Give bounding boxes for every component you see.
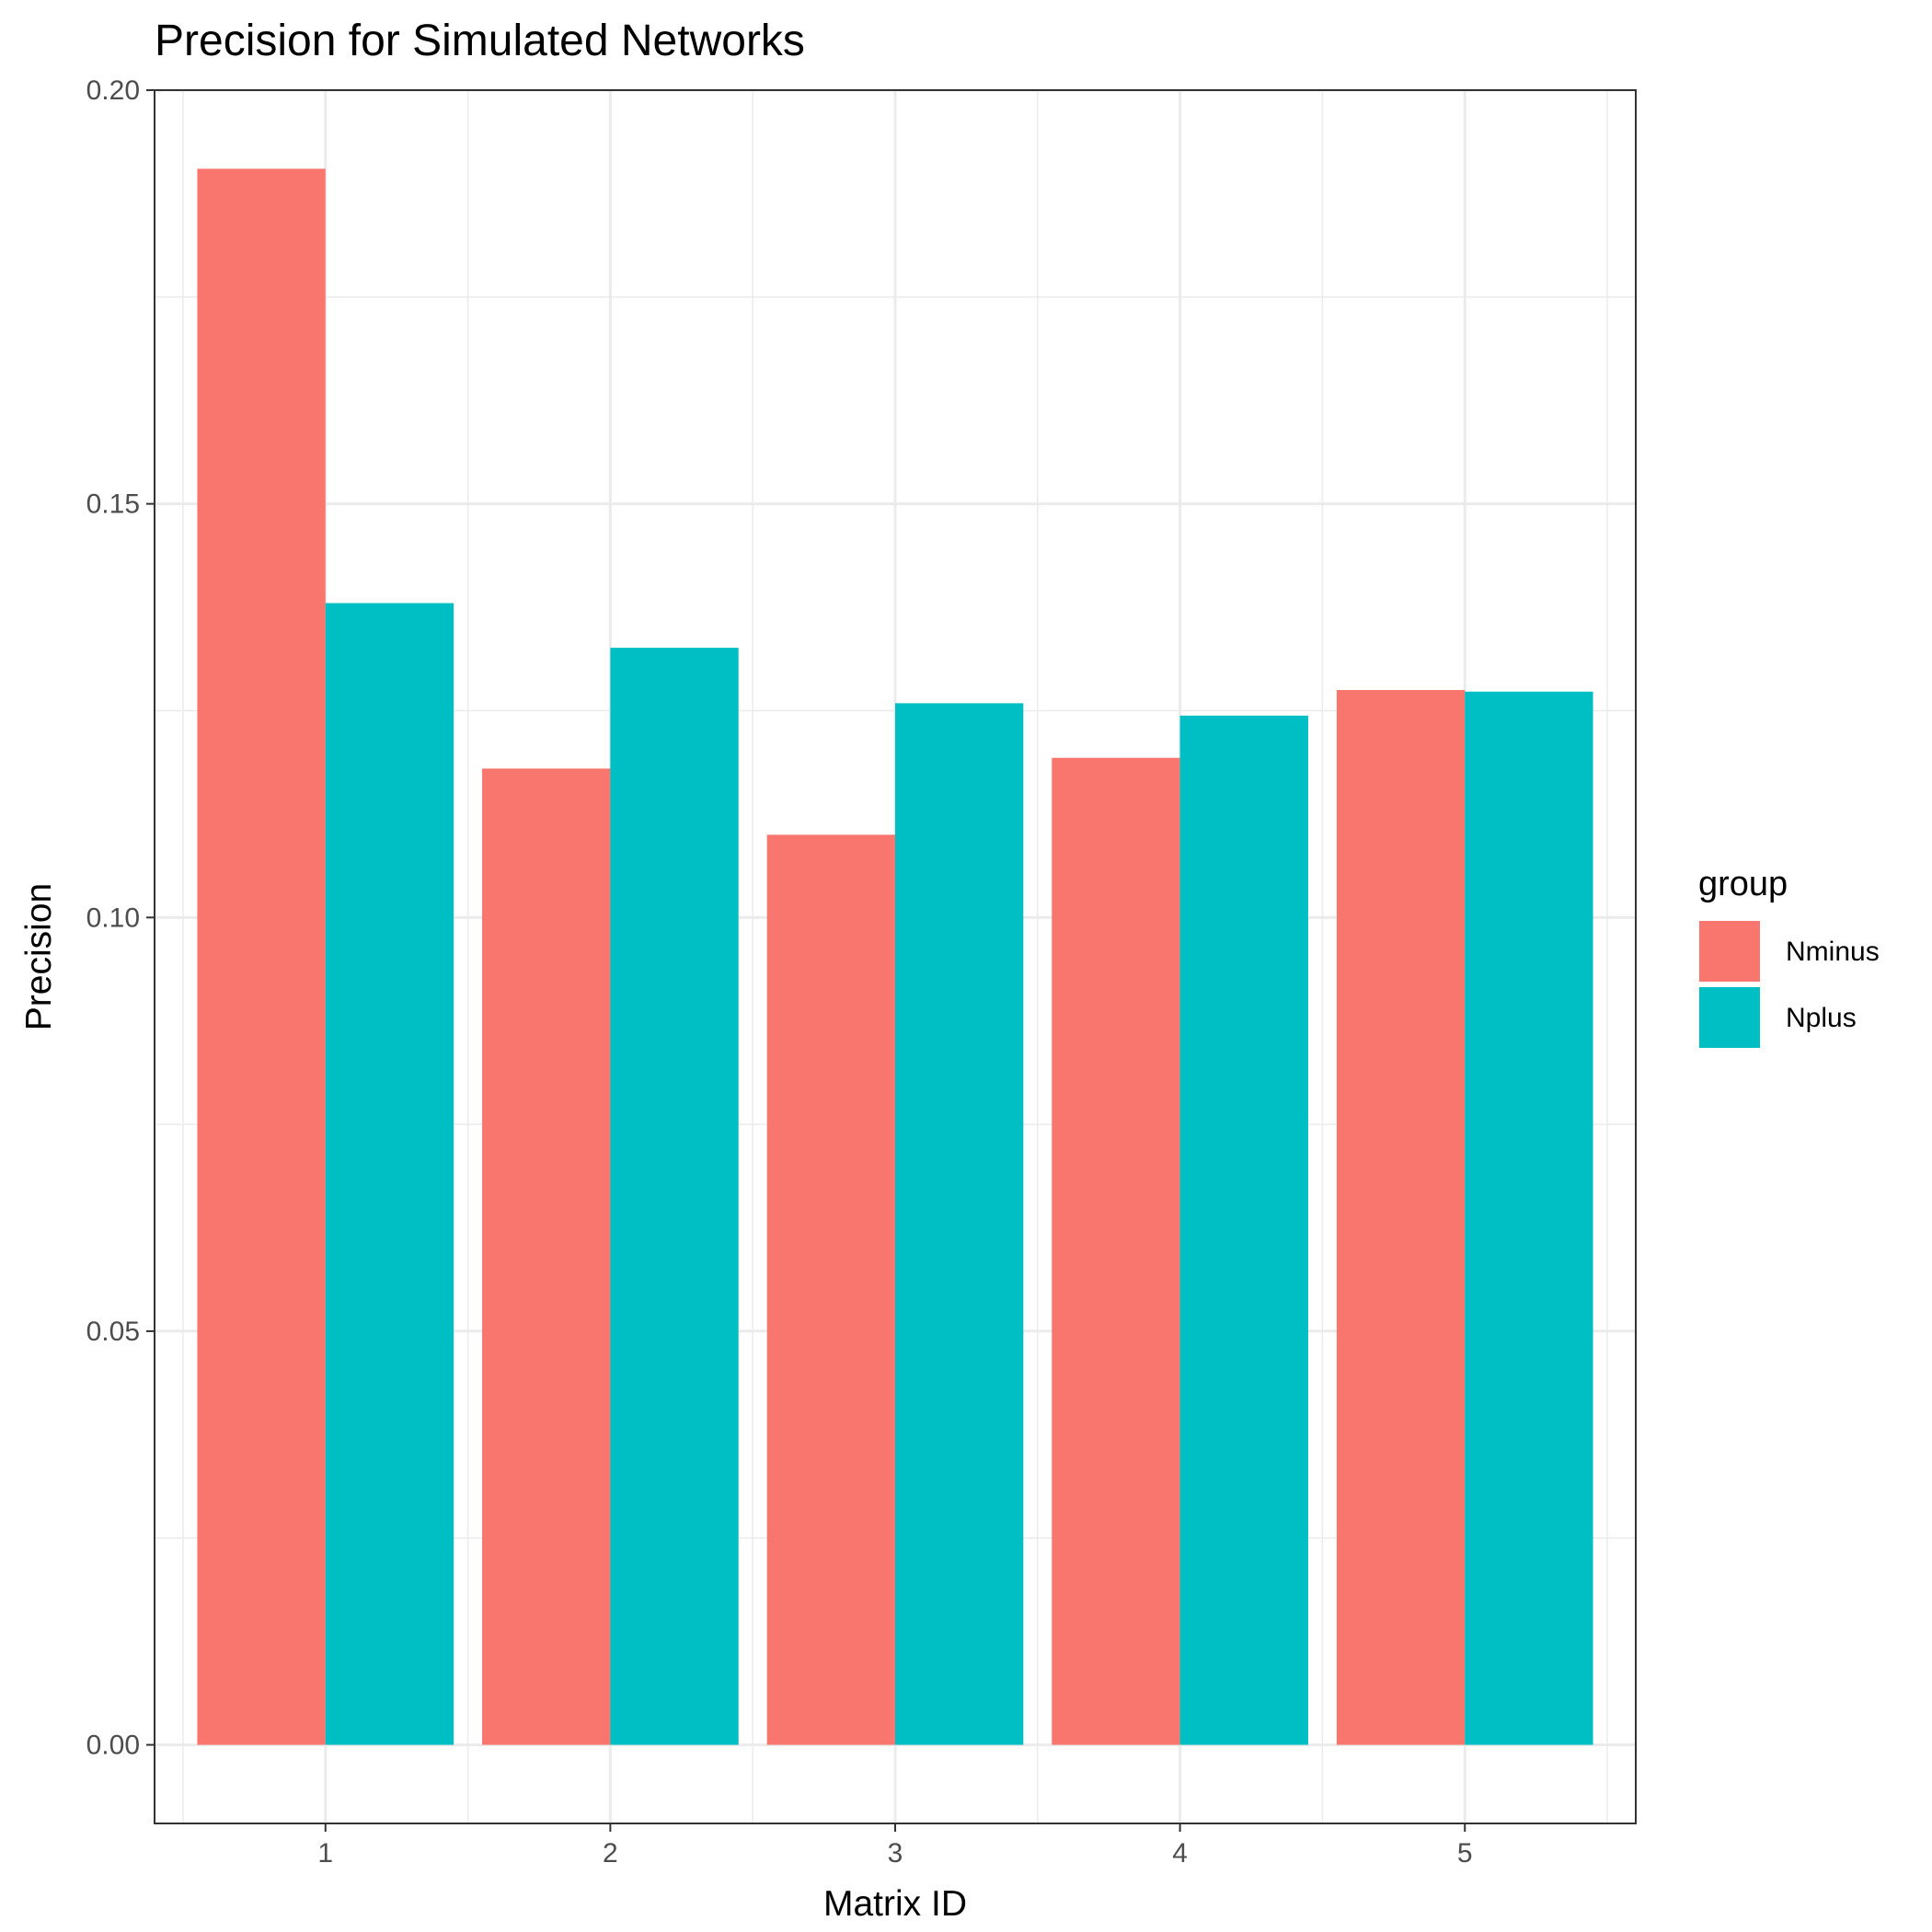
x-tick-label: 2 <box>603 1838 618 1869</box>
legend-key-nminus <box>1699 921 1760 982</box>
bars <box>197 168 1593 1745</box>
x-tick-label: 1 <box>317 1838 333 1869</box>
y-tick-label: 0.05 <box>86 1317 140 1347</box>
x-tick-label: 5 <box>1457 1838 1473 1869</box>
bar-nminus-4 <box>1052 757 1180 1745</box>
y-tick-label: 0.00 <box>86 1731 140 1761</box>
y-axis: 0.00 0.05 0.10 0.15 0.20 <box>86 75 155 1761</box>
legend-title: group <box>1698 865 1788 903</box>
y-tick-label: 0.10 <box>86 903 140 933</box>
chart-title: Precision for Simulated Networks <box>155 17 805 65</box>
x-tick-label: 4 <box>1172 1838 1188 1869</box>
bar-nplus-1 <box>325 603 454 1745</box>
bar-nplus-4 <box>1179 715 1308 1745</box>
legend-key-nplus <box>1699 987 1760 1048</box>
y-axis-label: Precision <box>19 883 59 1030</box>
legend: group Nminus Nplus <box>1698 865 1880 1048</box>
x-tick-label: 3 <box>888 1838 903 1869</box>
bar-nplus-3 <box>895 703 1024 1745</box>
y-tick-label: 0.20 <box>86 75 140 106</box>
bar-nminus-5 <box>1336 689 1466 1745</box>
bar-nminus-3 <box>766 834 895 1745</box>
bar-nplus-2 <box>610 648 739 1745</box>
bar-nminus-2 <box>482 768 611 1745</box>
legend-label-nplus: Nplus <box>1786 1003 1857 1033</box>
bar-nplus-5 <box>1465 691 1593 1745</box>
bar-nminus-1 <box>197 168 326 1745</box>
x-axis-label: Matrix ID <box>823 1884 967 1924</box>
x-axis: 1 2 3 4 5 <box>317 1823 1473 1869</box>
y-tick-label: 0.15 <box>86 489 140 520</box>
legend-label-nminus: Nminus <box>1786 937 1880 967</box>
